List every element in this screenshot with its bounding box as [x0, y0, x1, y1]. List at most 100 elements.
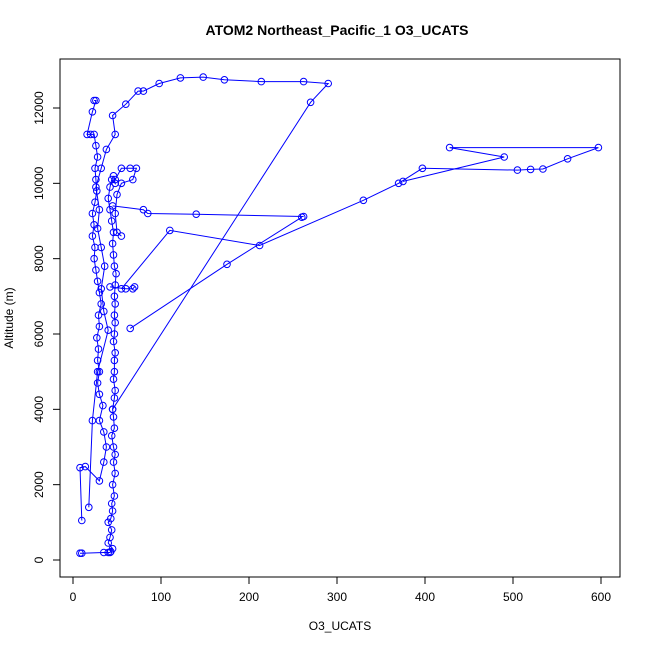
data-point	[513, 166, 522, 174]
data-series	[111, 164, 141, 240]
data-point	[100, 458, 108, 466]
data-point	[100, 307, 108, 316]
data-point	[111, 209, 119, 218]
data-point	[93, 367, 102, 376]
data-point	[97, 164, 105, 173]
data-point	[88, 209, 97, 218]
data-point	[109, 413, 118, 421]
data-point	[109, 375, 118, 384]
data-point	[129, 175, 137, 184]
data-point	[111, 318, 119, 327]
data-point	[110, 311, 119, 320]
data-point	[110, 292, 119, 301]
series-line	[80, 175, 117, 554]
y-tick-label: 6000	[32, 320, 46, 347]
data-point	[107, 499, 116, 508]
data-point	[359, 196, 368, 205]
data-point	[110, 492, 119, 500]
data-point	[90, 96, 98, 105]
data-point	[106, 533, 114, 542]
data-point	[111, 386, 119, 395]
data-point	[324, 79, 333, 88]
series-line	[121, 147, 599, 290]
data-point	[132, 164, 141, 173]
data-point	[108, 239, 117, 248]
data-point	[129, 285, 137, 293]
data-point	[92, 175, 100, 184]
data-point	[95, 322, 104, 331]
data-series	[117, 143, 603, 293]
data-point	[78, 516, 86, 525]
x-tick-label: 300	[327, 590, 347, 604]
y-axis: 0 2000 4000 6000 8000 10000 12000	[32, 91, 61, 563]
data-series	[76, 96, 111, 525]
x-tick-label: 200	[239, 590, 259, 604]
data-point	[220, 76, 229, 84]
data-point	[539, 165, 547, 173]
x-tick-label: 600	[591, 590, 611, 604]
data-point	[111, 469, 119, 478]
data-point	[110, 356, 119, 365]
x-tick-label: 500	[503, 590, 523, 604]
data-point	[155, 79, 163, 88]
data-point	[104, 326, 112, 335]
data-point	[86, 130, 95, 139]
data-point	[88, 416, 97, 425]
data-series	[126, 213, 306, 333]
data-point	[112, 269, 120, 278]
data-point	[299, 77, 308, 86]
data-point	[104, 194, 112, 203]
data-series	[108, 202, 308, 221]
data-point	[81, 462, 90, 471]
data-point	[110, 367, 119, 376]
data-point	[104, 539, 112, 547]
y-tick-label: 0	[32, 556, 46, 563]
data-point	[100, 262, 109, 271]
data-point	[257, 77, 266, 86]
data-point	[102, 443, 111, 451]
data-point	[97, 285, 105, 293]
data-point	[117, 164, 126, 173]
data-point	[111, 450, 119, 459]
data-point	[78, 549, 86, 558]
chart-title: ATOM2 Northeast_Pacific_1 O3_UCATS	[206, 22, 469, 38]
data-point	[111, 130, 119, 139]
y-tick-label: 8000	[32, 245, 46, 272]
data-point	[97, 300, 105, 308]
data-point	[95, 205, 104, 214]
data-point	[94, 311, 103, 320]
series-line	[129, 216, 303, 329]
series-line	[88, 76, 330, 508]
series-line	[112, 205, 304, 217]
data-point	[166, 226, 174, 235]
data-point	[139, 87, 148, 95]
x-tick-label: 400	[415, 590, 435, 604]
data-point	[111, 175, 119, 184]
data-point	[108, 111, 117, 120]
data-point	[394, 179, 403, 188]
data-point	[144, 209, 152, 218]
data-point	[88, 232, 97, 240]
data-point	[94, 345, 103, 353]
data-point	[134, 87, 142, 95]
y-tick-label: 2000	[32, 471, 46, 498]
data-series-layer	[76, 73, 603, 558]
data-point	[107, 431, 116, 440]
data-point	[109, 458, 118, 466]
data-point	[92, 266, 100, 274]
x-tick-label: 100	[151, 590, 171, 604]
data-point	[126, 324, 134, 333]
data-series	[106, 283, 139, 293]
data-point	[85, 503, 93, 512]
data-point	[107, 526, 116, 534]
data-point	[108, 544, 117, 553]
data-point	[83, 130, 91, 139]
data-point	[106, 548, 114, 557]
data-point	[176, 74, 185, 82]
y-tick-label: 10000	[32, 166, 46, 200]
y-tick-label: 12000	[32, 91, 46, 125]
data-point	[113, 190, 121, 199]
data-point	[95, 288, 104, 297]
data-point	[418, 164, 427, 173]
